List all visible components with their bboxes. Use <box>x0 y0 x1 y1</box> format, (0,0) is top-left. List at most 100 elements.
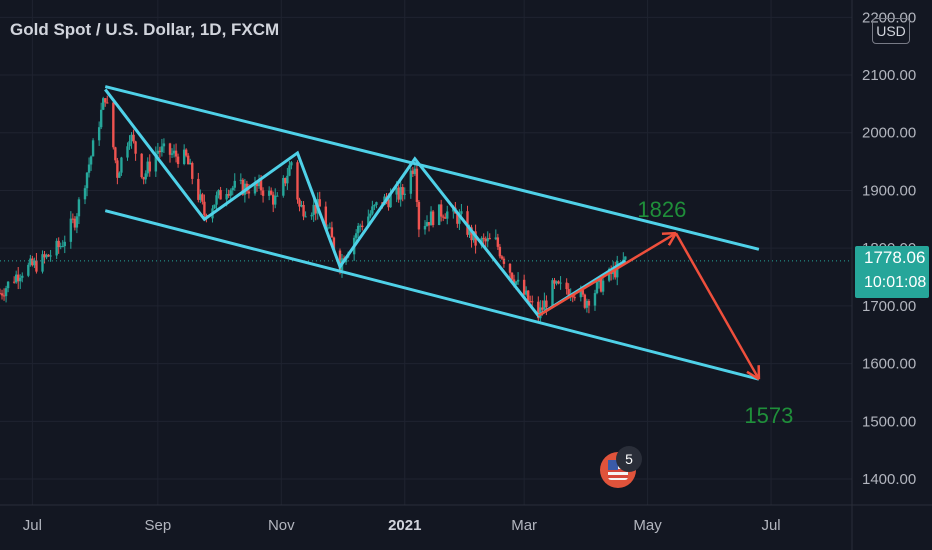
candle <box>437 204 441 226</box>
y-tick-label: 2200.00 <box>862 9 916 26</box>
candle <box>239 173 243 185</box>
candle <box>219 186 222 200</box>
candle <box>77 197 81 225</box>
candle <box>369 210 372 219</box>
projection-down-arrow-head-1 <box>746 370 760 381</box>
candle <box>411 167 415 178</box>
candle <box>261 187 265 203</box>
x-tick-label: Jul <box>761 517 780 534</box>
zigzag-drawing[interactable] <box>104 88 627 318</box>
candle <box>310 212 313 220</box>
candle <box>397 185 400 203</box>
candle <box>488 233 491 240</box>
candle <box>89 155 93 171</box>
candle <box>429 206 433 226</box>
candle <box>373 204 376 211</box>
candle <box>217 189 220 199</box>
candle <box>154 146 158 177</box>
candle <box>35 252 38 274</box>
candle <box>33 257 36 269</box>
candle <box>274 188 277 209</box>
candle <box>184 148 188 158</box>
candle <box>99 102 103 130</box>
candle <box>63 235 66 254</box>
candlestick-series <box>0 95 627 325</box>
candle <box>269 187 273 196</box>
candle <box>559 276 562 290</box>
candle <box>529 295 532 303</box>
y-tick-label: 2000.00 <box>862 125 916 142</box>
candle <box>555 280 558 286</box>
candle <box>442 214 445 222</box>
candle <box>361 220 364 231</box>
candle <box>296 160 299 204</box>
candle <box>17 267 20 290</box>
candle <box>371 200 374 216</box>
candle <box>286 167 289 190</box>
candle <box>189 158 192 165</box>
usd-currency-button[interactable]: USD <box>872 18 910 44</box>
candle <box>134 140 137 161</box>
candle <box>399 181 402 207</box>
candle <box>593 289 597 311</box>
candle <box>116 157 119 185</box>
candle <box>423 220 427 235</box>
symbol-title[interactable]: Gold Spot / U.S. Dollar, 1D, FXCM <box>10 20 280 39</box>
candle <box>516 272 520 285</box>
candle <box>227 189 230 198</box>
candle <box>118 171 121 178</box>
candle <box>191 161 194 185</box>
candle <box>71 213 75 224</box>
candle <box>427 221 431 232</box>
candle <box>19 274 22 289</box>
candle <box>474 224 477 254</box>
candle <box>585 298 589 313</box>
candle <box>120 156 123 176</box>
candle <box>231 185 234 196</box>
candle <box>494 229 498 241</box>
events-count-badge[interactable]: 5 <box>616 446 642 472</box>
candle <box>174 143 178 163</box>
candle <box>75 213 79 234</box>
candle <box>328 222 332 229</box>
candle <box>567 283 570 297</box>
candle <box>199 189 202 204</box>
candle <box>172 144 176 158</box>
descending-channel-drawing[interactable] <box>104 85 760 381</box>
candle <box>102 96 105 111</box>
candle <box>431 210 435 228</box>
candle <box>304 211 307 218</box>
candle <box>168 142 172 163</box>
candle <box>616 255 619 286</box>
x-tick-label: Sep <box>145 517 172 534</box>
target-label-1573: 1573 <box>744 403 793 428</box>
candle <box>314 204 317 221</box>
candle <box>160 138 164 157</box>
candle <box>466 205 469 238</box>
candle <box>446 205 449 225</box>
candle <box>312 197 315 222</box>
candle <box>106 95 109 104</box>
candle <box>0 289 4 300</box>
bar-countdown: 10:01:08 <box>864 274 927 291</box>
candle <box>114 146 117 164</box>
candle <box>176 153 180 168</box>
candle <box>146 157 149 177</box>
candle <box>83 185 87 205</box>
candle <box>0 288 2 295</box>
candle <box>97 121 101 146</box>
candle <box>203 194 206 220</box>
candle <box>524 286 528 297</box>
y-tick-label: 1600.00 <box>862 356 916 373</box>
candle <box>595 280 599 295</box>
candle <box>425 215 429 227</box>
candle <box>130 132 133 149</box>
projection-up-arrow <box>537 232 677 317</box>
candle <box>215 191 218 210</box>
candle <box>284 177 287 187</box>
projection-arrows[interactable] <box>537 231 761 381</box>
candle <box>148 154 151 177</box>
candle <box>197 172 200 203</box>
